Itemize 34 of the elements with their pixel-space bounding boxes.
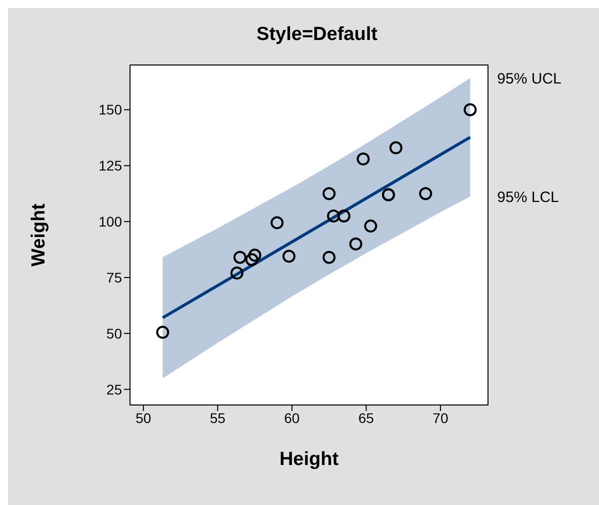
point	[389, 141, 402, 154]
point	[364, 220, 378, 233]
y-tick-label: 100	[98, 214, 122, 230]
x-tick-label: 55	[210, 410, 226, 426]
y-tick-label: 75	[106, 269, 122, 286]
point	[327, 209, 340, 222]
point	[356, 152, 370, 166]
point	[322, 187, 336, 200]
line-series	[161, 136, 472, 320]
y-tick-label: 125	[98, 158, 122, 174]
annotation: 95% UCL	[497, 70, 562, 88]
point	[282, 250, 296, 263]
point	[248, 248, 262, 262]
point	[337, 209, 350, 222]
x-tick-label: 65	[358, 410, 374, 426]
point	[464, 103, 477, 116]
point	[322, 250, 336, 264]
point	[270, 216, 284, 230]
point	[349, 237, 362, 250]
y-tick-label: 150	[98, 102, 122, 118]
x-tick-label: 70	[432, 410, 448, 426]
annotation: 95% LCL	[497, 188, 559, 206]
point	[230, 266, 244, 280]
x-axis-title: Height	[279, 449, 340, 470]
y-tick-label: 25	[106, 381, 122, 398]
y-tick-label: 50	[106, 325, 122, 342]
point	[245, 253, 258, 266]
point	[419, 187, 432, 200]
y-axis-title: Weight	[28, 202, 50, 266]
point	[233, 250, 246, 264]
x-tick-label: 50	[136, 410, 152, 426]
point	[156, 326, 170, 339]
x-tick-label: 60	[284, 410, 300, 426]
chart-title: Style=Default	[256, 24, 378, 46]
